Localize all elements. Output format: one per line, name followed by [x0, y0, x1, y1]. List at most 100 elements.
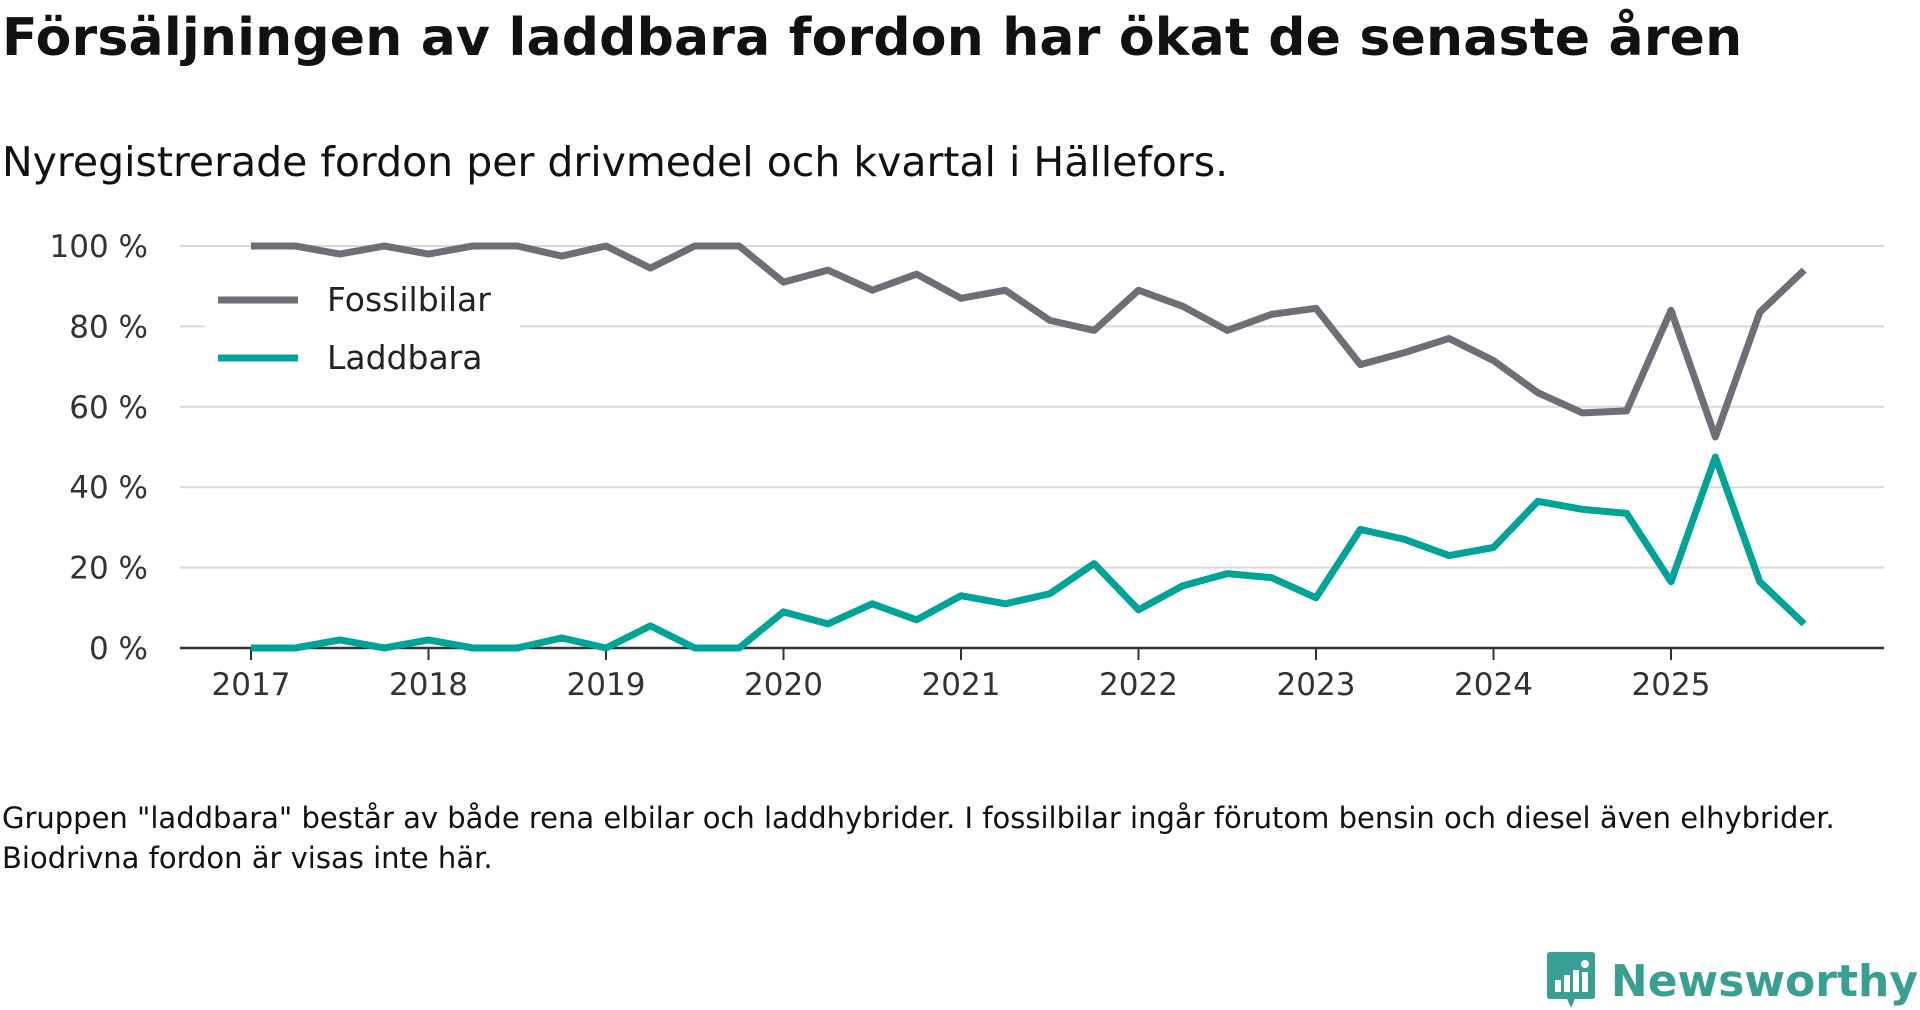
- data-point: [251, 648, 252, 649]
- data-point: [1449, 338, 1450, 339]
- x-tick-label: 2021: [922, 667, 1001, 703]
- series-line: [251, 453, 1807, 652]
- data-point: [1271, 577, 1272, 578]
- data-point: [1227, 573, 1228, 574]
- data-point: [1626, 513, 1627, 514]
- x-tick-label: 2025: [1632, 667, 1711, 703]
- data-point: [472, 648, 473, 649]
- data-point: [1360, 529, 1361, 530]
- data-point: [1182, 585, 1183, 586]
- x-tick-label: 2022: [1099, 667, 1178, 703]
- data-point: [783, 611, 784, 612]
- data-point: [1759, 581, 1760, 582]
- data-point: [295, 648, 296, 649]
- chart-subtitle: Nyregistrerade fordon per drivmedel och …: [2, 138, 1229, 186]
- data-point: [916, 274, 917, 275]
- data-point: [1404, 352, 1405, 353]
- x-tick-label: 2017: [212, 667, 291, 703]
- data-point: [606, 648, 607, 649]
- series-lines: [251, 242, 1807, 652]
- data-point: [1138, 290, 1139, 291]
- data-point: [339, 254, 340, 255]
- legend-background: [205, 270, 520, 388]
- data-point: [1316, 597, 1317, 598]
- data-point: [961, 298, 962, 299]
- data-point: [872, 290, 873, 291]
- data-point: [384, 246, 385, 247]
- data-point: [1094, 563, 1095, 564]
- data-point: [739, 648, 740, 649]
- data-point: [1182, 306, 1183, 307]
- data-point: [739, 246, 740, 247]
- data-point: [827, 623, 828, 624]
- data-point: [1537, 392, 1538, 393]
- data-point: [428, 639, 429, 640]
- data-point: [1537, 501, 1538, 502]
- data-point: [339, 639, 340, 640]
- data-point: [1582, 412, 1583, 413]
- y-tick-label: 100 %: [50, 229, 148, 265]
- data-point: [1493, 547, 1494, 548]
- data-point: [650, 625, 651, 626]
- data-point: [428, 254, 429, 255]
- data-point: [1227, 330, 1228, 331]
- data-point: [694, 246, 695, 247]
- x-tick-label: 2020: [744, 667, 823, 703]
- data-point: [517, 246, 518, 247]
- data-point: [1582, 509, 1583, 510]
- x-axis-ticks: 2017 2018 2019 2020 2021 2022 2023 2024 2025: [212, 648, 1711, 703]
- y-axis-tick-labels: 0 % 20 % 40 % 60 % 80 % 100 %: [50, 229, 148, 667]
- data-point: [694, 648, 695, 649]
- y-tick-label: 40 %: [69, 470, 148, 506]
- series-line: [251, 242, 1807, 441]
- data-point: [295, 246, 296, 247]
- data-point: [1715, 436, 1716, 437]
- data-point: [251, 246, 252, 247]
- data-point: [472, 246, 473, 247]
- data-point: [872, 603, 873, 604]
- series-fossilbilar: [251, 242, 1807, 441]
- data-point: [561, 256, 562, 257]
- data-point: [1671, 581, 1672, 582]
- data-point: [1005, 603, 1006, 604]
- data-point: [384, 648, 385, 649]
- chart-title: Försäljningen av laddbara fordon har öka…: [2, 8, 1743, 68]
- series-laddbara: [251, 453, 1807, 652]
- data-point: [961, 595, 962, 596]
- data-point: [1316, 308, 1317, 309]
- data-point: [1404, 539, 1405, 540]
- data-point: [1049, 593, 1050, 594]
- data-point: [561, 637, 562, 638]
- y-tick-label: 0 %: [89, 631, 148, 667]
- newsworthy-logo-icon: [1546, 952, 1595, 1008]
- footnote: Gruppen "laddbara" består av både rena e…: [2, 801, 1835, 875]
- data-point: [1360, 364, 1361, 365]
- legend-label: Laddbara: [327, 338, 482, 377]
- data-point: [916, 619, 917, 620]
- data-point: [783, 282, 784, 283]
- data-point: [1493, 360, 1494, 361]
- data-point: [1804, 623, 1805, 624]
- data-point: [517, 648, 518, 649]
- y-tick-label: 80 %: [69, 309, 148, 345]
- x-tick-label: 2019: [567, 667, 646, 703]
- data-point: [1671, 310, 1672, 311]
- brand-logo: Newsworthy: [1545, 948, 1918, 1010]
- data-point: [606, 246, 607, 247]
- brand-name: Newsworthy: [1610, 955, 1918, 1007]
- legend-item: Laddbara: [218, 338, 482, 377]
- x-tick-label: 2023: [1277, 667, 1356, 703]
- data-point: [1005, 290, 1006, 291]
- y-tick-label: 20 %: [69, 551, 148, 587]
- data-point: [1449, 555, 1450, 556]
- data-point: [1626, 410, 1627, 411]
- legend: Fossilbilar Laddbara: [205, 270, 520, 388]
- legend-item: Fossilbilar: [218, 280, 491, 319]
- x-tick-label: 2018: [389, 667, 468, 703]
- data-point: [1271, 314, 1272, 315]
- data-point: [1138, 609, 1139, 610]
- data-point: [1049, 320, 1050, 321]
- data-point: [1804, 270, 1805, 271]
- data-point: [650, 268, 651, 269]
